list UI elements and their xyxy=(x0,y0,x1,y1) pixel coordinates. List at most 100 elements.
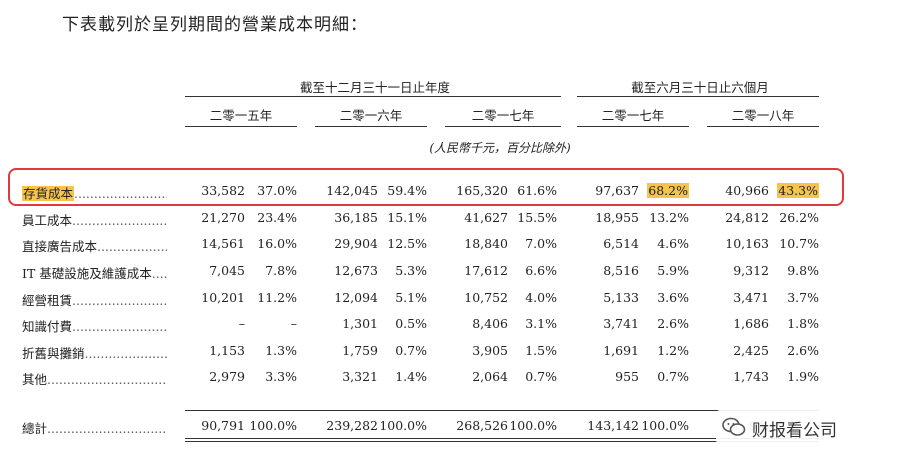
cell-value: 5.3% xyxy=(395,263,427,278)
amount-cell: 41,627 xyxy=(438,210,508,225)
row-label-text: IT 基礎設施及維護成本 xyxy=(22,266,152,281)
percent-cell: 6.6% xyxy=(487,263,557,278)
amount-cell: 3,321 xyxy=(308,369,378,384)
leader-dots: ........................................… xyxy=(84,346,167,361)
percent-cell: 7.0% xyxy=(487,236,557,251)
cell-value: 14,561 xyxy=(201,236,245,251)
cell-value: 0.7% xyxy=(395,343,427,358)
row-label-text: 折舊與攤銷 xyxy=(22,346,85,361)
cell-value: 3,471 xyxy=(733,290,769,305)
cell-value: 6,514 xyxy=(603,236,639,251)
amount-cell: 18,955 xyxy=(569,210,639,225)
percent-cell: 1.5% xyxy=(487,343,557,358)
cell-value: 40,966 xyxy=(725,183,769,198)
table-row: 經營租賃....................................… xyxy=(0,290,909,310)
highlighted-value: 68.2% xyxy=(647,183,689,198)
cell-value: 0.7% xyxy=(525,369,557,384)
year-rule xyxy=(445,126,561,127)
cell-value: 37.0% xyxy=(257,183,297,198)
cell-value: 9.8% xyxy=(787,263,819,278)
percent-cell: 2.6% xyxy=(619,316,689,331)
cell-value: 4.0% xyxy=(525,290,557,305)
amount-cell: 40,966 xyxy=(699,183,769,198)
percent-cell: 100.0% xyxy=(619,418,689,433)
cell-value: 12,673 xyxy=(334,263,378,278)
amount-cell: 143,142 xyxy=(569,418,639,433)
total-bottom-rule-double xyxy=(185,441,819,442)
percent-cell: 3.7% xyxy=(749,290,819,305)
percent-cell: 68.2% xyxy=(619,183,689,198)
cell-value: 955 xyxy=(615,369,639,384)
percent-cell: 12.5% xyxy=(357,236,427,251)
row-label: 知識付費....................................… xyxy=(22,316,167,335)
cell-value: 36,185 xyxy=(334,210,378,225)
amount-cell: 142,045 xyxy=(308,183,378,198)
cell-value: 1.2% xyxy=(657,343,689,358)
leader-dots: ........................................… xyxy=(47,372,167,387)
cell-value: 15.1% xyxy=(387,210,427,225)
cell-value: 2.6% xyxy=(657,316,689,331)
amount-cell: 97,637 xyxy=(569,183,639,198)
amount-cell: 33,582 xyxy=(175,183,245,198)
cell-value: 7.0% xyxy=(525,236,557,251)
amount-cell: 17,612 xyxy=(438,263,508,278)
percent-cell: 1.3% xyxy=(227,343,297,358)
cell-value: 10.7% xyxy=(779,236,819,251)
amount-cell: 239,282 xyxy=(308,418,378,433)
cell-value: 142,045 xyxy=(326,183,378,198)
cell-value: 21,270 xyxy=(201,210,245,225)
amount-cell: 10,163 xyxy=(699,236,769,251)
cell-value: 1.4% xyxy=(395,369,427,384)
percent-cell: 3.1% xyxy=(487,316,557,331)
row-label: 直接廣告成本..................................… xyxy=(22,236,167,255)
amount-cell: 10,752 xyxy=(438,290,508,305)
row-label: 存貨成本....................................… xyxy=(22,183,167,202)
wechat-icon xyxy=(722,417,746,436)
total-bottom-rule xyxy=(185,438,819,439)
table-row: 員工成本....................................… xyxy=(0,210,909,230)
table-row: 直接廣告成本..................................… xyxy=(0,236,909,256)
row-label: 員工成本....................................… xyxy=(22,210,167,229)
cell-value: 59.4% xyxy=(387,183,427,198)
amount-cell: 12,094 xyxy=(308,290,378,305)
table-row: 知識付費....................................… xyxy=(0,316,909,336)
cell-value: 3.3% xyxy=(265,369,297,384)
year-header-2016: 二零一六年 xyxy=(339,108,403,123)
amount-cell: 7,045 xyxy=(175,263,245,278)
cell-value: 3,741 xyxy=(603,316,639,331)
group-header-annual: 截至十二月三十一日止年度 xyxy=(299,80,450,95)
highlighted-value: 43.3% xyxy=(777,183,819,198)
amount-cell: – xyxy=(175,316,245,331)
percent-cell: 23.4% xyxy=(227,210,297,225)
year-rule xyxy=(315,126,427,127)
percent-cell: 5.1% xyxy=(357,290,427,305)
cell-value: 5,133 xyxy=(603,290,639,305)
cell-value: 100.0% xyxy=(641,418,689,433)
percent-cell: 11.2% xyxy=(227,290,297,305)
highlight-annotation-box xyxy=(8,168,844,206)
cell-value: 17,612 xyxy=(464,263,508,278)
amount-cell: 955 xyxy=(569,369,639,384)
amount-cell: 10,201 xyxy=(175,290,245,305)
percent-cell: 4.0% xyxy=(487,290,557,305)
percent-cell: 1.2% xyxy=(619,343,689,358)
cell-value: 1,153 xyxy=(209,343,245,358)
cell-value: 18,955 xyxy=(595,210,639,225)
cell-value: 41,627 xyxy=(464,210,508,225)
cell-value: 1.9% xyxy=(787,369,819,384)
row-label: 其他......................................… xyxy=(22,369,167,388)
table-row: IT 基礎設施及維護成本............................… xyxy=(0,263,909,283)
percent-cell: 43.3% xyxy=(749,183,819,198)
percent-cell: 100.0% xyxy=(487,418,557,433)
cell-value: 7,045 xyxy=(209,263,245,278)
table-row: 折舊與攤銷...................................… xyxy=(0,343,909,363)
cell-value: 97,637 xyxy=(595,183,639,198)
percent-cell: 10.7% xyxy=(749,236,819,251)
cell-value: 16.0% xyxy=(257,236,297,251)
percent-cell: 0.7% xyxy=(487,369,557,384)
cell-value: 1,691 xyxy=(603,343,639,358)
percent-cell: 5.3% xyxy=(357,263,427,278)
percent-cell: 1.4% xyxy=(357,369,427,384)
amount-cell: 21,270 xyxy=(175,210,245,225)
amount-cell: 2,064 xyxy=(438,369,508,384)
